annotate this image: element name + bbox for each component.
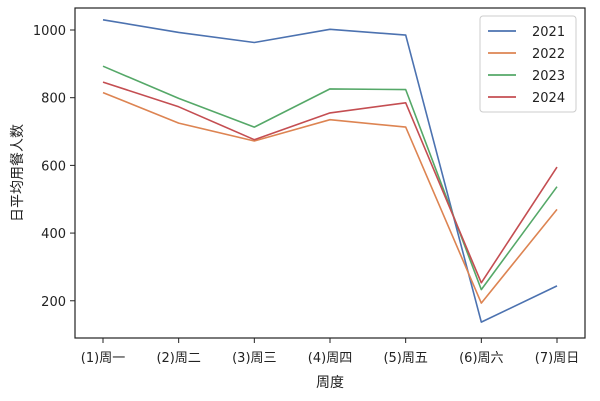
- legend-entry: 2021: [532, 25, 565, 40]
- legend-entry: 2023: [532, 69, 565, 84]
- y-axis: 200 400 600 800 1000: [33, 24, 75, 310]
- y-tick-label: 600: [41, 159, 66, 174]
- series-line-2024: [102, 81, 558, 284]
- x-tick-label: (5)周五: [383, 351, 427, 366]
- plot-area: [102, 19, 558, 323]
- legend-entry: 2024: [532, 91, 565, 106]
- series-line-2023: [102, 65, 558, 291]
- y-tick-label: 1000: [33, 24, 66, 39]
- x-tick-label: (6)周六: [459, 351, 503, 366]
- x-axis: (1)周一 (2)周二 (3)周三 (4)周四 (5)周五 (6)周六 (7)周日: [81, 338, 579, 366]
- legend-entry: 2022: [532, 47, 565, 62]
- series-line-2021: [102, 19, 558, 323]
- x-tick-label: (7)周日: [535, 351, 579, 366]
- series-line-2022: [102, 91, 558, 304]
- x-tick-label: (1)周一: [81, 351, 125, 366]
- y-axis-label: 日平均用餐人数: [10, 124, 26, 222]
- x-tick-label: (2)周二: [156, 351, 200, 366]
- x-tick-label: (3)周三: [232, 351, 276, 366]
- x-tick-label: (4)周四: [308, 351, 352, 366]
- legend: 2021 2022 2023 2024: [479, 15, 577, 113]
- legend-box: [479, 15, 577, 113]
- y-tick-label: 400: [41, 227, 66, 242]
- x-axis-label: 周度: [316, 375, 344, 391]
- y-tick-label: 800: [41, 92, 66, 107]
- y-tick-label: 200: [41, 295, 66, 310]
